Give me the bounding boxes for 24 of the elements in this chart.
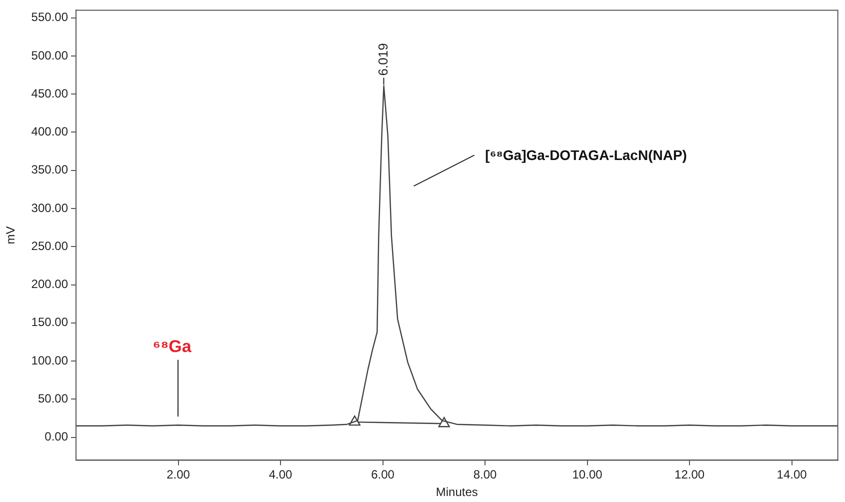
annotation: 6.019	[375, 43, 390, 76]
x-tick-label: 4.00	[268, 468, 293, 482]
x-tick-label: 2.00	[166, 468, 190, 482]
y-tick-label: 100.00	[31, 353, 68, 368]
y-tick-label: 300.00	[31, 200, 68, 215]
x-tick-label: 6.00	[371, 468, 395, 482]
y-tick-label: 550.00	[31, 10, 68, 24]
annotation: [⁶⁸Ga]Ga-DOTAGA-LacN(NAP)	[485, 147, 687, 164]
y-tick-label: 400.00	[31, 124, 68, 139]
x-tick-label: 8.00	[473, 468, 498, 482]
y-tick-label: 350.00	[31, 162, 68, 177]
x-axis-title: Minutes	[436, 485, 478, 500]
x-tick-label: 14.00	[776, 468, 808, 482]
y-tick-label: 50.00	[38, 391, 68, 406]
y-axis-title: mV	[4, 226, 18, 244]
y-tick-label: 250.00	[31, 238, 68, 253]
y-tick-label: 0.00	[44, 430, 68, 444]
y-tick-label: 450.00	[31, 86, 68, 100]
annotation: ⁶⁸Ga	[152, 336, 192, 356]
y-tick-label: 500.00	[31, 48, 68, 62]
x-tick-label: 10.00	[572, 468, 603, 482]
y-tick-label: 150.00	[31, 315, 68, 330]
x-tick-label: 12.00	[674, 468, 705, 482]
y-tick-label: 200.00	[31, 277, 68, 292]
